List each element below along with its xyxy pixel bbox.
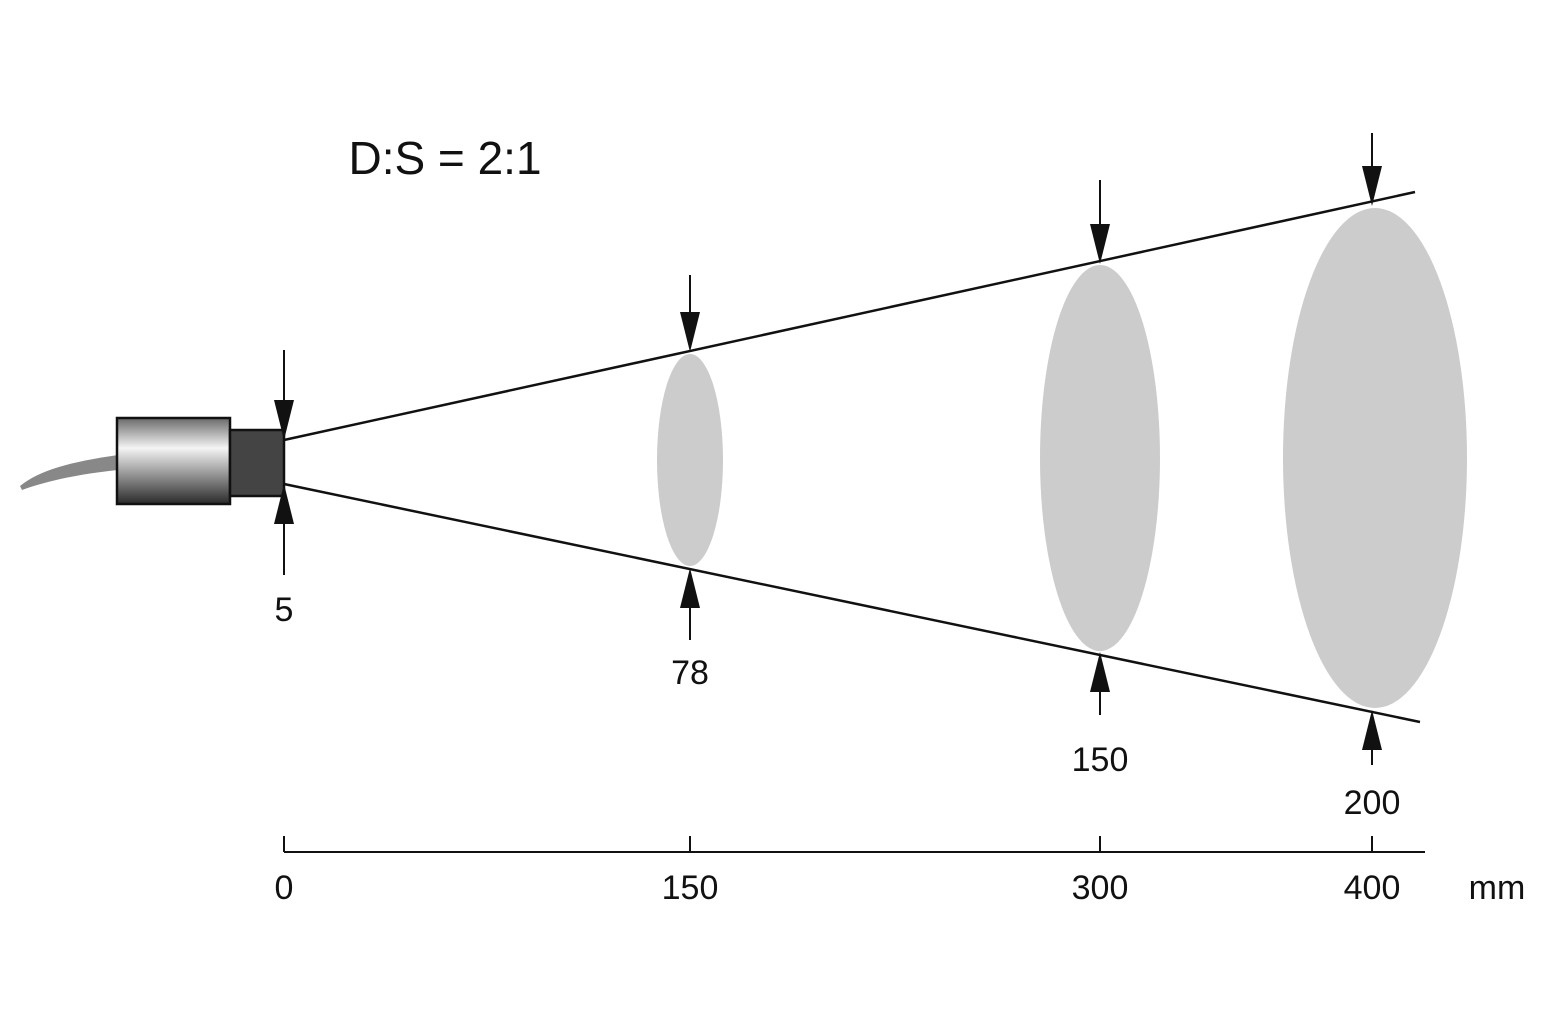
arrow-head	[680, 568, 700, 608]
spot-size-label: 150	[1072, 741, 1129, 779]
distance-label: 300	[1072, 869, 1129, 907]
spot	[1040, 265, 1160, 651]
arrow-head	[680, 312, 700, 352]
spot-size-label: 78	[671, 654, 709, 692]
title: D:S = 2:1	[348, 132, 541, 184]
arrow-head	[1090, 224, 1110, 264]
arrow-head	[1362, 710, 1382, 750]
unit-label: mm	[1469, 869, 1526, 907]
spot-size-label: 200	[1344, 784, 1401, 822]
arrow-head	[1090, 652, 1110, 692]
arrow-head	[274, 400, 294, 440]
labels: 5 0 78 150 150 300 200 400	[275, 591, 1401, 907]
distance-label: 0	[275, 869, 294, 907]
beam-edge	[283, 482, 1421, 724]
arrow-head	[274, 484, 294, 524]
sensor-body	[115, 416, 232, 506]
cable	[20, 455, 118, 490]
sensor-head	[228, 428, 286, 498]
beam-edge	[283, 190, 1416, 442]
arrow-head	[1362, 166, 1382, 206]
spot	[1283, 208, 1467, 708]
arrows	[274, 133, 1382, 765]
distance-label: 150	[662, 869, 719, 907]
spot-size-label: 5	[275, 591, 294, 629]
distance-label: 400	[1344, 869, 1401, 907]
spot	[657, 354, 723, 566]
